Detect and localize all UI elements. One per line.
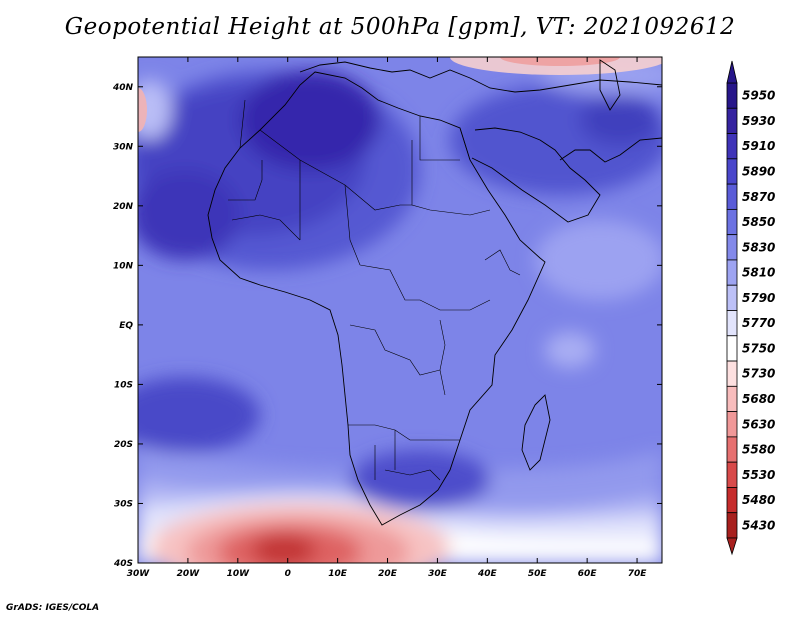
x-tick-label: 40E bbox=[477, 569, 498, 579]
border-8 bbox=[384, 469, 441, 481]
colorbar-swatch bbox=[726, 360, 738, 387]
country-borders bbox=[228, 99, 521, 481]
colorbar-label: 5790 bbox=[742, 291, 775, 305]
y-tick-label: 30S bbox=[114, 499, 133, 509]
madagascar bbox=[521, 394, 551, 471]
colorbar-swatch bbox=[726, 436, 738, 463]
y-tick-label: 30N bbox=[113, 142, 134, 152]
colorbar-swatch bbox=[726, 208, 738, 236]
colorbar-swatch bbox=[726, 512, 738, 539]
colorbar-label: 5910 bbox=[742, 139, 775, 153]
colorbar-label: 5480 bbox=[742, 493, 775, 507]
colorbar-swatch bbox=[726, 335, 738, 362]
y-tick-label: 20N bbox=[113, 202, 134, 212]
colorbar-label: 5850 bbox=[742, 215, 775, 229]
colorbar-top-arrow bbox=[726, 60, 738, 84]
colorbar-label: 5890 bbox=[742, 164, 775, 178]
light-atlantic-north bbox=[138, 80, 172, 140]
geopotential-field bbox=[138, 57, 662, 563]
border-2 bbox=[299, 160, 361, 266]
light-indian-ocean bbox=[535, 220, 662, 300]
colorbar-swatch bbox=[726, 259, 738, 286]
x-tick-label: 60E bbox=[578, 569, 598, 579]
colorbar-label: 5810 bbox=[742, 266, 775, 280]
x-tick-label: 10E bbox=[328, 569, 348, 579]
x-tick-label: 20W bbox=[177, 569, 201, 579]
x-tick-label: 20E bbox=[378, 569, 398, 579]
border-3 bbox=[411, 140, 491, 216]
border-11 bbox=[439, 319, 446, 396]
persian-gulf bbox=[559, 137, 662, 163]
colorbar-label: 5830 bbox=[742, 240, 775, 254]
ridge-west-atlantic bbox=[138, 170, 240, 260]
axis-ticks: 30W 20W 10W 0 10E 20E 30E 40E 50E 60E 70E 40N 30N 20N… bbox=[112, 57, 662, 579]
trough-core bbox=[252, 534, 316, 563]
high-south-atlantic bbox=[138, 377, 260, 453]
y-tick-label: 40N bbox=[112, 83, 134, 93]
colorbar-swatch bbox=[726, 310, 738, 337]
arabia-coastline bbox=[471, 127, 601, 223]
colorbar-label: 5750 bbox=[742, 341, 775, 355]
grads-credit: GrADS: IGES/COLA bbox=[6, 603, 100, 613]
colorbar-bottom-arrow bbox=[726, 537, 738, 556]
x-tick-label: 10W bbox=[227, 569, 251, 579]
colorbar-label: 5430 bbox=[742, 518, 775, 532]
border-7 bbox=[348, 424, 460, 480]
colorbar-label: 5680 bbox=[742, 392, 775, 406]
north-trough-inner bbox=[500, 57, 620, 66]
ridge-iran bbox=[580, 95, 660, 145]
border-9 bbox=[419, 116, 471, 161]
colorbar-swatch bbox=[726, 385, 738, 413]
border-10 bbox=[484, 249, 521, 276]
colorbar-label: 5770 bbox=[742, 316, 775, 330]
colorbar-label: 5730 bbox=[742, 367, 775, 381]
y-tick-label: EQ bbox=[119, 321, 133, 331]
x-tick-label: 70E bbox=[628, 569, 648, 579]
map-frame bbox=[137, 56, 663, 564]
colorbar-label: 5580 bbox=[742, 443, 775, 457]
chart-title: Geopotential Height at 500hPa [gpm], VT:… bbox=[64, 14, 736, 40]
border-5 bbox=[359, 264, 491, 311]
x-tick-label: 30E bbox=[428, 569, 448, 579]
colorbar-label: 5870 bbox=[742, 190, 775, 204]
colorbar-swatch bbox=[726, 82, 738, 109]
y-tick-label: 20S bbox=[114, 440, 133, 450]
ridge-sahara-inner bbox=[240, 70, 380, 170]
y-tick-label: 10N bbox=[113, 261, 134, 271]
x-tick-label: 30W bbox=[127, 569, 151, 579]
colorbar-swatch bbox=[726, 411, 738, 438]
border-4 bbox=[228, 160, 301, 241]
colorbar-swatch bbox=[726, 107, 738, 134]
x-tick-label: 0 bbox=[285, 569, 291, 579]
colorbar-swatch bbox=[726, 133, 738, 160]
colorbar-swatch bbox=[726, 158, 738, 185]
colorbar-swatch bbox=[726, 284, 738, 311]
colorbar-swatch bbox=[726, 461, 738, 488]
west-edge-trough bbox=[138, 88, 147, 132]
y-tick-label: 40S bbox=[113, 559, 133, 569]
light-east-africa bbox=[545, 332, 595, 368]
europe-south bbox=[299, 61, 662, 93]
caspian bbox=[599, 59, 621, 111]
colorbar-label: 5630 bbox=[742, 417, 775, 431]
x-tick-label: 50E bbox=[528, 569, 548, 579]
colorbar-swatch bbox=[726, 183, 738, 210]
colorbar-swatch bbox=[726, 234, 738, 261]
colorbar-swatch bbox=[726, 487, 738, 514]
colorbar: 5950 5930 5910 5890 5870 5850 5830 5810 5790 5770… bbox=[726, 60, 775, 556]
border-6 bbox=[349, 324, 441, 376]
colorbar-label: 5930 bbox=[742, 114, 775, 128]
high-southern-africa bbox=[350, 450, 490, 510]
y-tick-label: 10S bbox=[114, 380, 133, 390]
border-1 bbox=[239, 99, 412, 211]
colorbar-label: 5530 bbox=[742, 468, 775, 482]
colorbar-label: 5950 bbox=[742, 89, 775, 103]
